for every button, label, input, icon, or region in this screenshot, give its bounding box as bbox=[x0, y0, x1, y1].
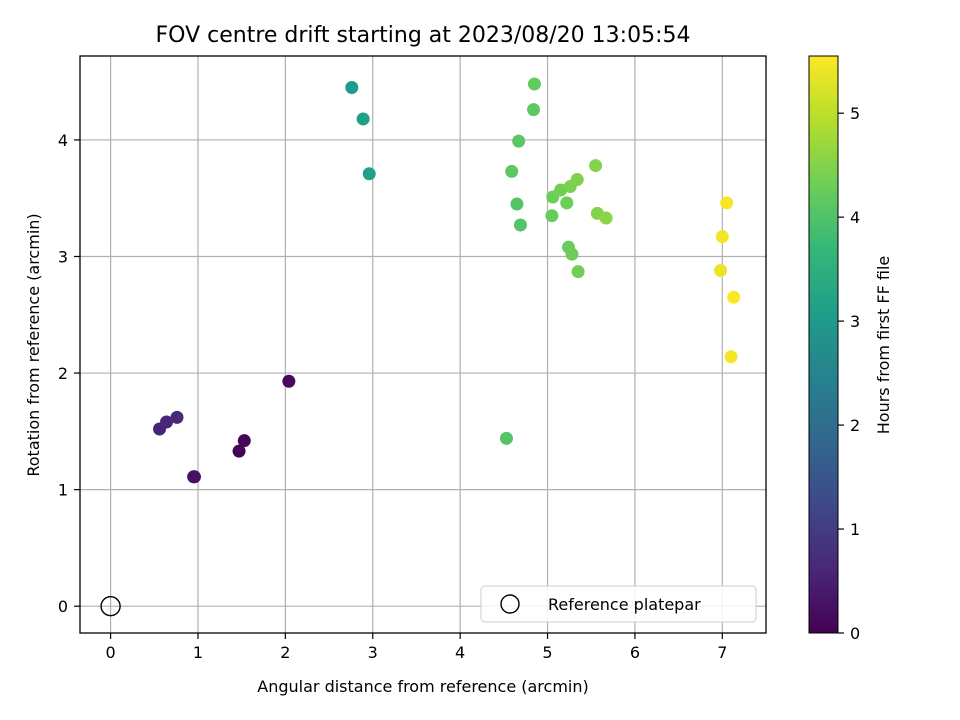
y-axis-ticks: 0 1 2 3 4 bbox=[58, 131, 80, 616]
x-axis-label: Angular distance from reference (arcmin) bbox=[257, 677, 588, 696]
data-point bbox=[599, 211, 613, 225]
y-tick-label: 4 bbox=[58, 131, 68, 150]
colorbar-tick-label: 2 bbox=[850, 416, 860, 435]
colorbar bbox=[808, 55, 839, 634]
y-tick-label: 1 bbox=[58, 481, 68, 500]
y-tick-label: 3 bbox=[58, 247, 68, 266]
data-point bbox=[715, 230, 729, 244]
data-point bbox=[714, 263, 728, 277]
data-point bbox=[232, 444, 246, 458]
data-point bbox=[727, 290, 741, 304]
colorbar-ticks: 0 1 2 3 4 5 bbox=[838, 104, 860, 643]
data-point bbox=[187, 470, 201, 484]
legend: Reference platepar bbox=[480, 585, 757, 623]
colorbar-tick-label: 5 bbox=[850, 104, 860, 123]
data-point bbox=[499, 431, 513, 445]
chart-title: FOV centre drift starting at 2023/08/20 … bbox=[156, 23, 691, 48]
data-point bbox=[345, 80, 359, 94]
x-tick-label: 0 bbox=[105, 643, 115, 662]
data-point bbox=[724, 350, 738, 364]
data-point bbox=[545, 209, 559, 223]
data-points bbox=[100, 77, 741, 617]
data-point bbox=[589, 159, 603, 173]
colorbar-tick-label: 0 bbox=[850, 624, 860, 643]
colorbar-tick-label: 3 bbox=[850, 312, 860, 331]
x-tick-label: 3 bbox=[368, 643, 378, 662]
legend-box bbox=[480, 585, 757, 623]
legend-label: Reference platepar bbox=[548, 595, 701, 614]
grid-lines bbox=[80, 56, 766, 633]
x-tick-label: 6 bbox=[630, 643, 640, 662]
x-tick-label: 4 bbox=[455, 643, 465, 662]
data-point bbox=[560, 196, 574, 210]
x-axis-ticks: 0 1 2 3 4 5 6 7 bbox=[105, 633, 727, 662]
data-point bbox=[570, 173, 584, 187]
plot-area-frame bbox=[79, 55, 767, 634]
data-point bbox=[527, 77, 541, 91]
y-axis-label: Rotation from reference (arcmin) bbox=[24, 213, 43, 476]
colorbar-tick-label: 4 bbox=[850, 208, 860, 227]
y-tick-label: 0 bbox=[58, 597, 68, 616]
x-tick-label: 7 bbox=[717, 643, 727, 662]
data-point bbox=[282, 374, 296, 388]
data-point bbox=[565, 247, 579, 261]
y-tick-label: 2 bbox=[58, 364, 68, 383]
data-point bbox=[571, 265, 585, 279]
data-point bbox=[170, 410, 184, 424]
reference-point bbox=[100, 595, 121, 617]
data-point bbox=[720, 196, 734, 210]
x-tick-label: 2 bbox=[280, 643, 290, 662]
data-point bbox=[527, 103, 541, 117]
colorbar-tick-label: 1 bbox=[850, 520, 860, 539]
legend-marker bbox=[500, 594, 520, 614]
data-point bbox=[362, 167, 376, 181]
data-point bbox=[505, 164, 519, 178]
data-point bbox=[512, 134, 526, 148]
data-point bbox=[237, 434, 251, 448]
data-point bbox=[160, 415, 174, 429]
data-point bbox=[510, 197, 524, 211]
x-tick-label: 1 bbox=[193, 643, 203, 662]
colorbar-label: Hours from first FF file bbox=[874, 256, 893, 435]
data-point bbox=[356, 112, 370, 126]
data-point bbox=[513, 218, 527, 232]
x-tick-label: 5 bbox=[542, 643, 552, 662]
